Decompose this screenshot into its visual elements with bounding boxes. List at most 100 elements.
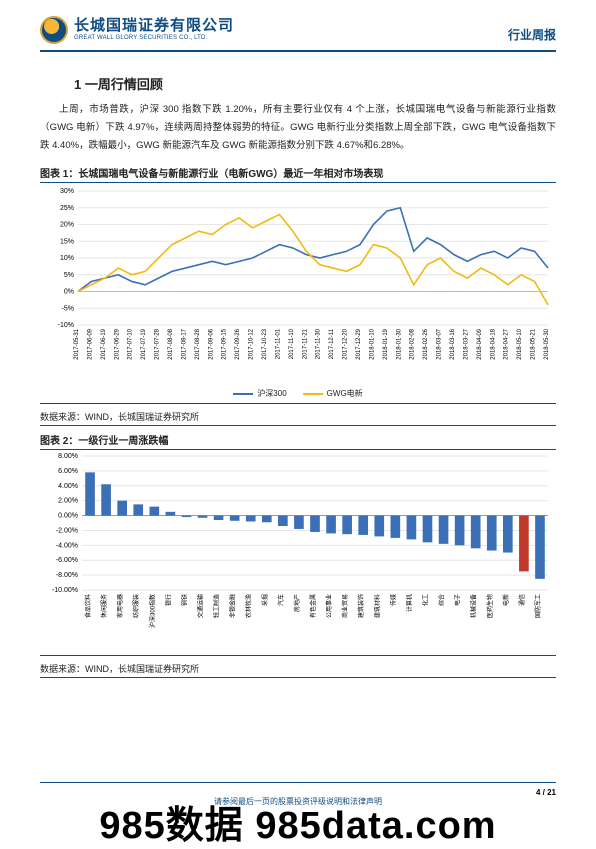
chart2-source-rule-bottom: [40, 677, 556, 678]
legend-label-gwg: GWG电新: [327, 388, 363, 399]
legend-item-gwg: GWG电新: [303, 388, 363, 399]
legend-label-hs300: 沪深300: [257, 388, 286, 399]
svg-text:2.00%: 2.00%: [58, 498, 78, 505]
logo-icon: [40, 16, 68, 44]
svg-text:2018-03-16: 2018-03-16: [450, 328, 456, 359]
svg-text:2018-04-27: 2018-04-27: [504, 328, 510, 359]
svg-text:交通运输: 交通运输: [197, 594, 205, 618]
svg-text:商业贸易: 商业贸易: [341, 594, 349, 618]
svg-text:2017-05-31: 2017-05-31: [74, 328, 80, 359]
company-logo-block: 长城国瑞证券有限公司 GREAT WALL GLORY SECURITIES C…: [40, 16, 234, 44]
page-header: 长城国瑞证券有限公司 GREAT WALL GLORY SECURITIES C…: [0, 0, 596, 48]
svg-text:通信: 通信: [518, 594, 526, 606]
svg-text:建筑装饰: 建筑装饰: [357, 594, 365, 618]
svg-text:国防军工: 国防军工: [534, 594, 542, 618]
svg-text:2017-07-19: 2017-07-19: [141, 328, 147, 359]
legend-swatch-gwg: [303, 393, 323, 395]
svg-text:2017-12-29: 2017-12-29: [356, 328, 362, 359]
svg-text:2017-11-30: 2017-11-30: [316, 328, 322, 359]
svg-text:2018-05-10: 2018-05-10: [517, 328, 523, 359]
chart2-source: 数据来源：WIND，长城国瑞证券研究所: [40, 662, 556, 675]
svg-text:8.00%: 8.00%: [58, 453, 78, 460]
svg-text:30%: 30%: [60, 188, 74, 195]
legend-swatch-hs300: [233, 393, 253, 395]
footer-divider: [40, 782, 556, 783]
svg-text:2018-02-08: 2018-02-08: [410, 328, 416, 359]
chart1-source-rule-bottom: [40, 425, 556, 426]
company-name-block: 长城国瑞证券有限公司 GREAT WALL GLORY SECURITIES C…: [74, 18, 234, 41]
chart1-line-chart: -10%-5%0%5%10%15%20%25%30%2017-05-312017…: [40, 183, 556, 383]
company-name-cn: 长城国瑞证券有限公司: [74, 18, 234, 35]
svg-text:2017-06-19: 2017-06-19: [101, 328, 107, 359]
chart2-bar-chart: -10.00% -8.00% -6.00% -4.00% -2.00% 0.00% 2.00…: [40, 450, 556, 650]
svg-text:2018-01-10: 2018-01-10: [369, 328, 375, 359]
svg-text:2017-12-20: 2017-12-20: [343, 328, 349, 359]
svg-text:农林牧渔: 农林牧渔: [245, 594, 253, 618]
svg-text:休闲服务: 休闲服务: [100, 594, 108, 618]
svg-text:2018-04-09: 2018-04-09: [477, 328, 483, 359]
svg-text:2018-01-30: 2018-01-30: [396, 328, 402, 359]
svg-text:2017-11-21: 2017-11-21: [302, 328, 308, 359]
intro-paragraph: 上周，市场普跌，沪深 300 指数下跌 1.20%，所有主要行业仅有 4 个上涨…: [40, 101, 556, 155]
watermark: 985数据 985data.com: [0, 794, 596, 849]
svg-text:10%: 10%: [60, 255, 74, 262]
svg-text:有色金属: 有色金属: [309, 594, 317, 618]
svg-text:15%: 15%: [60, 238, 74, 245]
svg-text:采掘: 采掘: [261, 594, 269, 606]
svg-text:2017-11-10: 2017-11-10: [289, 328, 295, 359]
svg-text:2017-12-11: 2017-12-11: [329, 328, 335, 359]
svg-text:机械设备: 机械设备: [470, 594, 478, 618]
svg-text:2017-09-26: 2017-09-26: [235, 328, 241, 359]
chart1-source-rule-top: [40, 403, 556, 404]
page-content: 1 一周行情回顾 上周，市场普跌，沪深 300 指数下跌 1.20%，所有主要行…: [0, 52, 596, 678]
svg-text:-10%: -10%: [58, 322, 74, 329]
svg-text:2018-01-19: 2018-01-19: [383, 328, 389, 359]
svg-text:6.00%: 6.00%: [58, 468, 78, 475]
svg-text:0.00%: 0.00%: [58, 513, 78, 520]
svg-text:2018-04-18: 2018-04-18: [490, 328, 496, 359]
svg-text:-10.00%: -10.00%: [52, 587, 78, 594]
svg-text:2017-10-12: 2017-10-12: [249, 328, 255, 359]
svg-text:纺织服装: 纺织服装: [132, 594, 140, 618]
svg-text:计算机: 计算机: [405, 594, 413, 612]
svg-text:2017-10-23: 2017-10-23: [262, 328, 268, 359]
svg-text:食品饮料: 食品饮料: [84, 594, 92, 618]
svg-text:综合: 综合: [438, 594, 446, 606]
svg-text:2018-03-27: 2018-03-27: [463, 328, 469, 359]
svg-text:汽车: 汽车: [277, 594, 285, 606]
svg-text:0%: 0%: [64, 289, 74, 296]
svg-text:非银金融: 非银金融: [229, 594, 237, 618]
svg-text:2018-05-30: 2018-05-30: [544, 328, 550, 359]
chart1-title-block: 图表 1：长城国瑞电气设备与新能源行业（电新GWG）最近一年相对市场表现: [40, 165, 556, 183]
svg-text:25%: 25%: [60, 205, 74, 212]
svg-text:-8.00%: -8.00%: [56, 572, 78, 579]
svg-text:2017-07-10: 2017-07-10: [128, 328, 134, 359]
svg-text:2017-08-28: 2017-08-28: [195, 328, 201, 359]
svg-text:2017-09-15: 2017-09-15: [222, 328, 228, 359]
svg-text:钢铁: 钢铁: [180, 594, 188, 606]
svg-text:房地产: 房地产: [293, 594, 301, 612]
svg-text:2017-06-09: 2017-06-09: [87, 328, 93, 359]
svg-text:4.00%: 4.00%: [58, 483, 78, 490]
svg-text:2017-08-17: 2017-08-17: [181, 328, 187, 359]
svg-text:-5%: -5%: [62, 305, 74, 312]
chart1-legend: 沪深300 GWG电新: [40, 388, 556, 399]
chart2-title: 图表 2：一级行业一周涨跌幅: [40, 436, 168, 447]
report-type-label: 行业周报: [508, 26, 556, 43]
svg-text:2017-06-29: 2017-06-29: [114, 328, 120, 359]
svg-text:2017-09-06: 2017-09-06: [208, 328, 214, 359]
svg-text:轻工制造: 轻工制造: [213, 594, 221, 618]
chart2-source-rule-top: [40, 655, 556, 656]
svg-text:2018-05-21: 2018-05-21: [531, 328, 537, 359]
svg-text:电子: 电子: [454, 594, 462, 606]
section-heading: 1 一周行情回顾: [74, 74, 556, 93]
legend-item-hs300: 沪深300: [233, 388, 286, 399]
svg-text:20%: 20%: [60, 222, 74, 229]
svg-text:2018-02-26: 2018-02-26: [423, 328, 429, 359]
svg-text:2017-07-28: 2017-07-28: [155, 328, 161, 359]
svg-text:-4.00%: -4.00%: [56, 542, 78, 549]
svg-text:-6.00%: -6.00%: [56, 557, 78, 564]
watermark-a: 985数据: [99, 805, 255, 847]
svg-text:公用事业: 公用事业: [325, 594, 333, 618]
svg-text:-2.00%: -2.00%: [56, 528, 78, 535]
